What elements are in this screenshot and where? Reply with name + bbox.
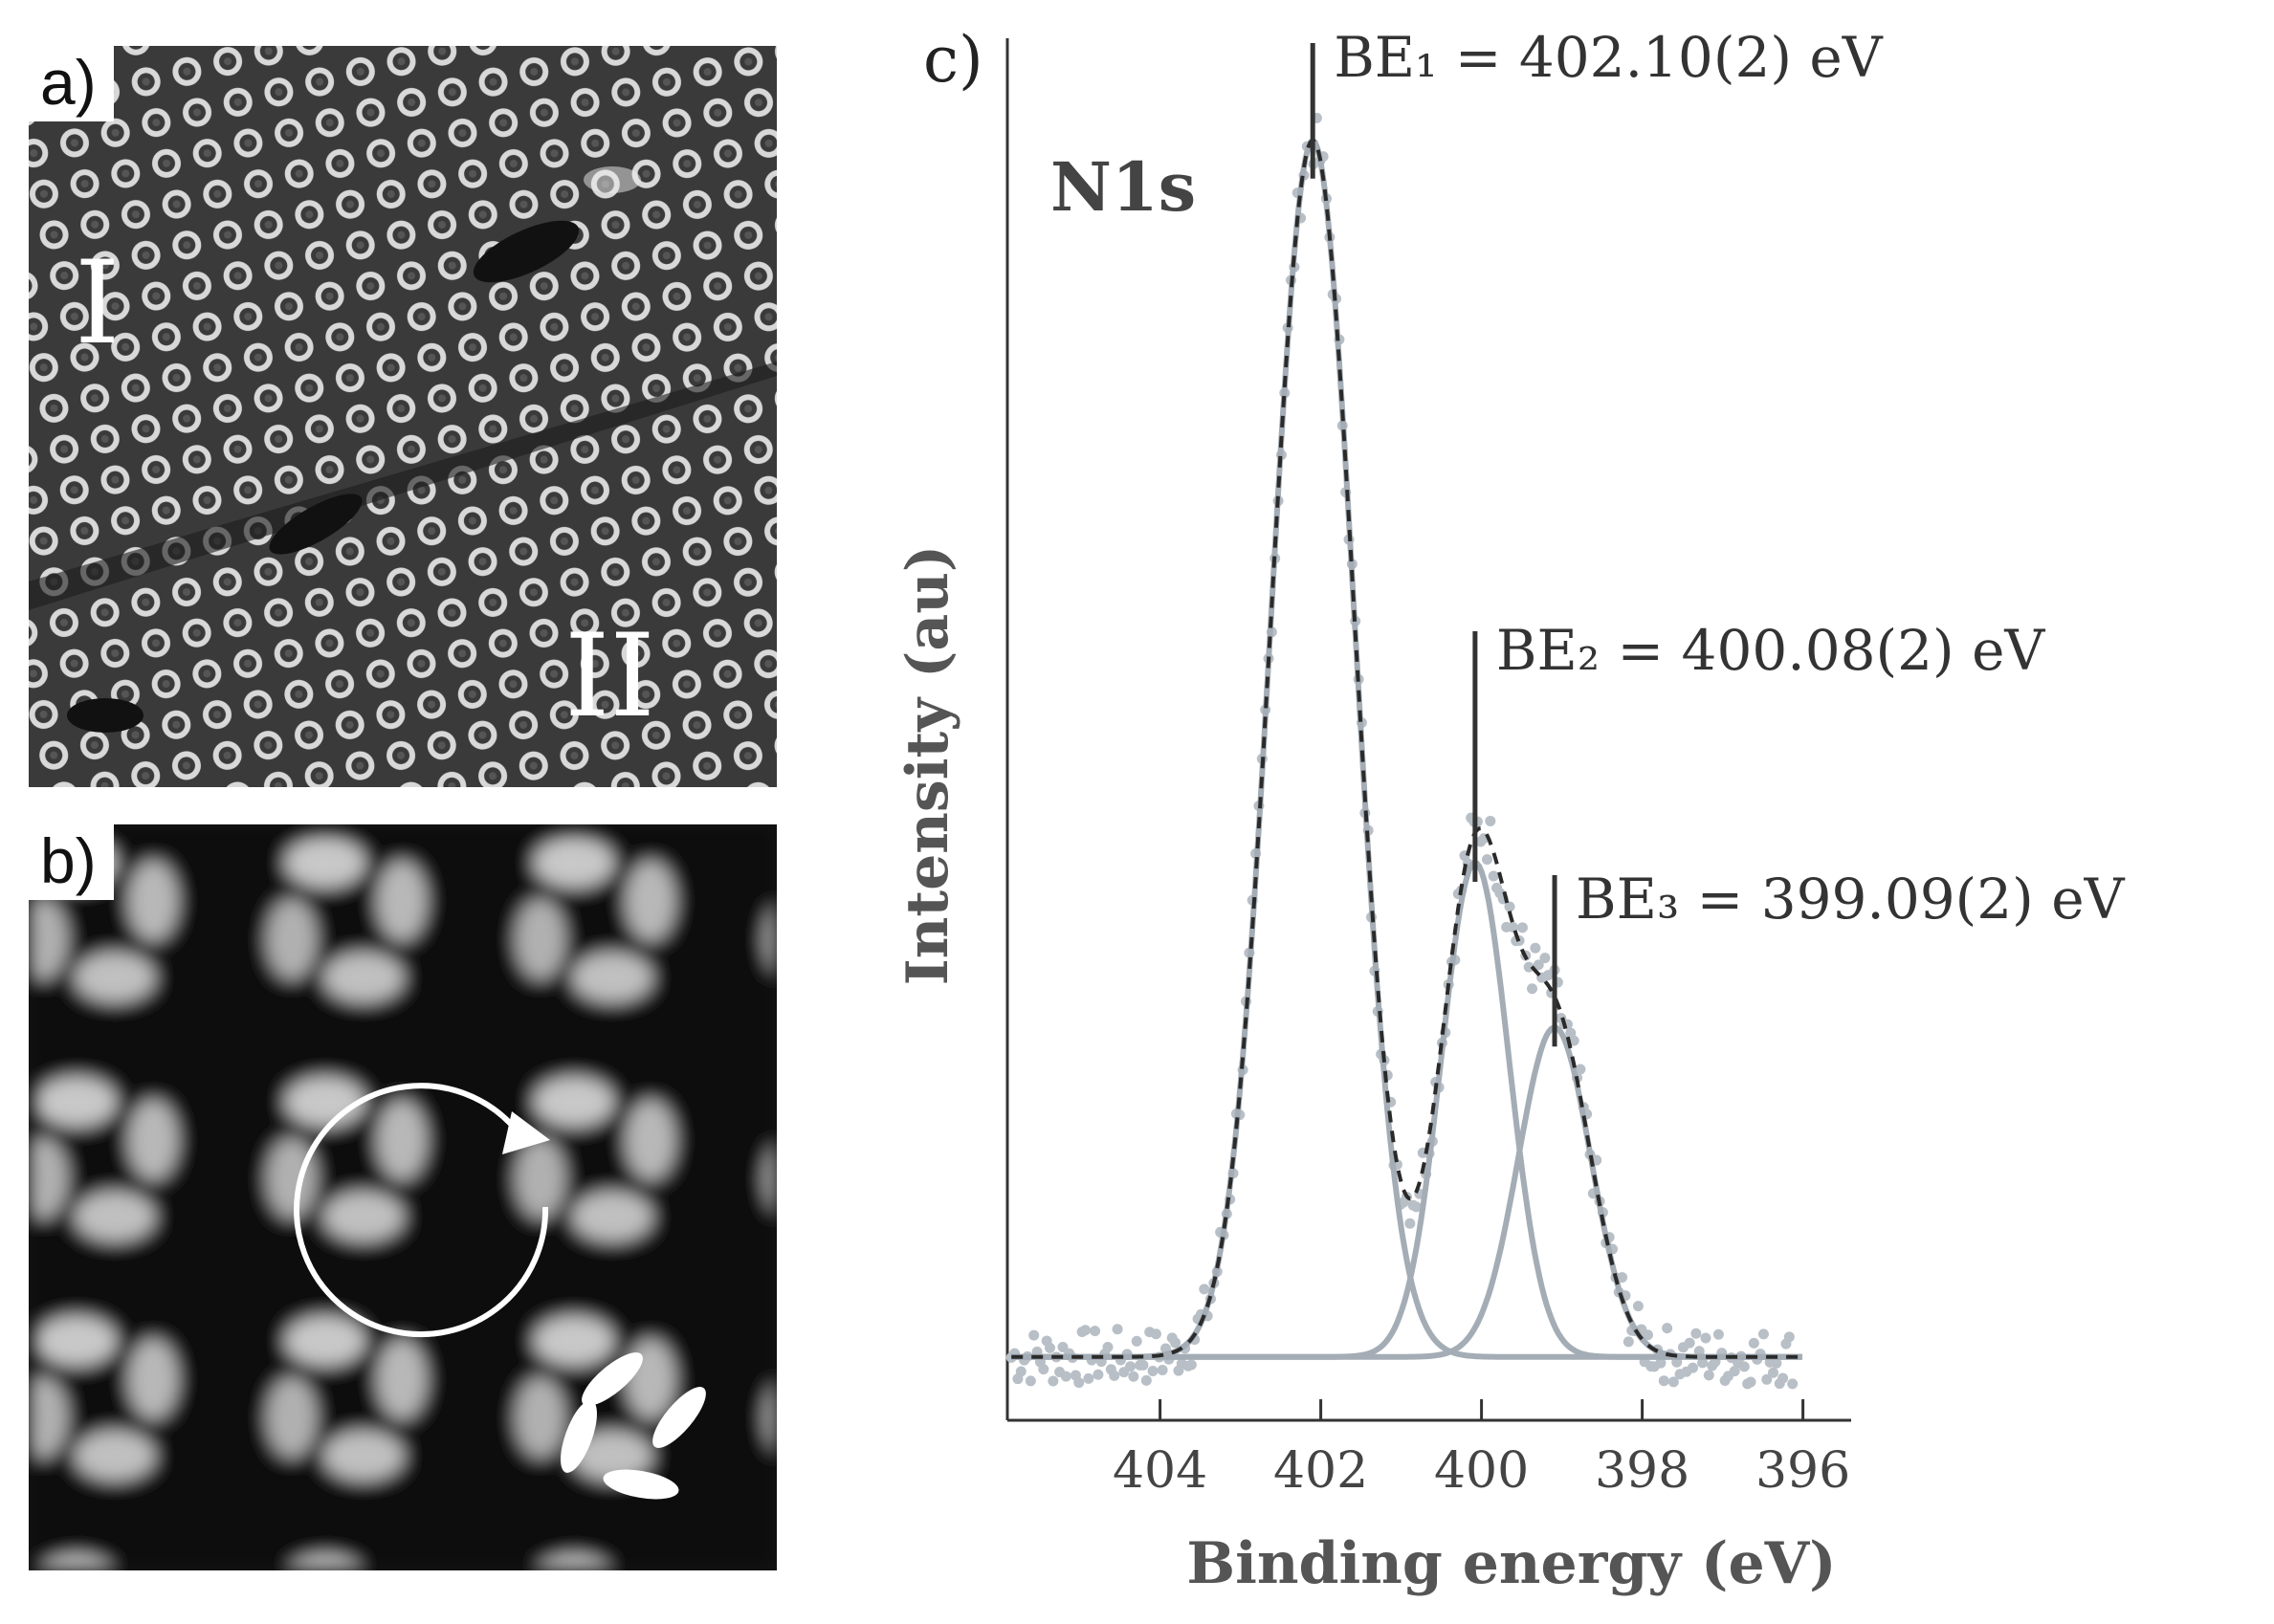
data-point bbox=[1787, 1378, 1799, 1390]
data-point bbox=[1527, 983, 1538, 995]
data-point bbox=[1150, 1328, 1161, 1340]
stm-lattice-image-a bbox=[29, 46, 777, 787]
panel-b-label: b) bbox=[29, 824, 114, 900]
x-axis-label: Binding energy (eV) bbox=[1186, 1530, 1836, 1597]
data-point bbox=[1533, 959, 1544, 971]
data-point bbox=[1140, 1374, 1152, 1386]
data-point bbox=[1745, 1376, 1756, 1388]
data-point bbox=[1690, 1328, 1702, 1339]
data-point bbox=[1481, 854, 1492, 866]
data-point bbox=[1523, 961, 1534, 973]
data-point bbox=[1083, 1372, 1094, 1384]
data-point bbox=[1530, 942, 1541, 954]
data-point bbox=[1157, 1365, 1168, 1376]
peak-label-3: BE₃ = 399.09(2) eV bbox=[1576, 867, 2126, 932]
data-point bbox=[1642, 1329, 1653, 1341]
data-point bbox=[1693, 1346, 1705, 1357]
peak-label-1: BE₁ = 402.10(2) eV bbox=[1334, 25, 1884, 90]
region-label-ii: II bbox=[564, 610, 655, 743]
data-point bbox=[1102, 1341, 1114, 1352]
four-lobe-schematic-icon bbox=[561, 1352, 706, 1500]
data-point bbox=[1488, 870, 1499, 882]
data-point bbox=[1688, 1362, 1699, 1373]
y-axis-label: Intensity (au) bbox=[894, 545, 961, 986]
data-point bbox=[1748, 1337, 1759, 1349]
data-point bbox=[1199, 1284, 1210, 1295]
stm-image-panel-a: a) I II bbox=[29, 46, 777, 787]
data-point bbox=[1131, 1335, 1142, 1347]
data-point bbox=[1048, 1375, 1059, 1387]
data-point bbox=[1060, 1371, 1071, 1382]
xps-chart-svg: c) N1s Intensity (au) Binding energy (eV… bbox=[894, 23, 2126, 1597]
data-point bbox=[1783, 1331, 1795, 1343]
data-point bbox=[1093, 1369, 1104, 1380]
data-point bbox=[1568, 1035, 1579, 1046]
data-point bbox=[1073, 1377, 1085, 1389]
data-point bbox=[1170, 1337, 1181, 1349]
data-point bbox=[1623, 1336, 1634, 1348]
stm-molecule-image-b bbox=[29, 824, 777, 1570]
data-point bbox=[1028, 1329, 1040, 1341]
data-point bbox=[1112, 1324, 1123, 1335]
data-point bbox=[1712, 1328, 1724, 1340]
data-point bbox=[1757, 1328, 1769, 1340]
component-fit-1 bbox=[1011, 136, 1802, 1360]
data-point bbox=[1504, 901, 1515, 912]
data-point bbox=[1658, 1375, 1669, 1387]
data-point bbox=[1485, 815, 1496, 826]
data-point bbox=[1411, 1201, 1423, 1213]
component-fit-2 bbox=[1011, 859, 1802, 1360]
data-point bbox=[1703, 1370, 1714, 1381]
data-point bbox=[1684, 1337, 1695, 1349]
data-point bbox=[1404, 1218, 1416, 1229]
data-point bbox=[1185, 1359, 1197, 1371]
data-point bbox=[1662, 1323, 1673, 1334]
data-point bbox=[1761, 1373, 1773, 1385]
panel-a-label: a) bbox=[29, 46, 114, 121]
data-point bbox=[1516, 922, 1528, 933]
data-point bbox=[1125, 1361, 1137, 1372]
data-point bbox=[1147, 1365, 1159, 1376]
x-tick-label-400: 400 bbox=[1434, 1442, 1529, 1500]
data-point bbox=[1109, 1370, 1120, 1381]
x-tick-label-402: 402 bbox=[1273, 1442, 1368, 1500]
data-point bbox=[1038, 1364, 1049, 1375]
data-point bbox=[1057, 1341, 1069, 1352]
data-point bbox=[1655, 1357, 1667, 1369]
data-point bbox=[1015, 1366, 1027, 1377]
xps-chart: c) N1s Intensity (au) Binding energy (eV… bbox=[804, 0, 2274, 1620]
data-point bbox=[1539, 953, 1551, 964]
data-point bbox=[1507, 921, 1518, 933]
envelope-fit-line bbox=[1011, 139, 1802, 1359]
data-point bbox=[1738, 1361, 1750, 1372]
data-point bbox=[1045, 1342, 1056, 1353]
data-point bbox=[1632, 1301, 1644, 1312]
data-point bbox=[1729, 1366, 1740, 1377]
data-point bbox=[1700, 1332, 1711, 1344]
data-point bbox=[1025, 1375, 1036, 1387]
data-point bbox=[1090, 1326, 1101, 1337]
peak-label-2: BE₂ = 400.08(2) eV bbox=[1496, 618, 2046, 683]
data-point bbox=[1667, 1376, 1679, 1388]
data-point bbox=[1617, 1272, 1628, 1284]
region-label-i: I bbox=[75, 237, 121, 370]
chart-title: N1s bbox=[1050, 147, 1196, 227]
data-point bbox=[1128, 1371, 1139, 1382]
data-point bbox=[1768, 1367, 1779, 1378]
data-point bbox=[1777, 1372, 1789, 1384]
stm-image-panel-b: b) bbox=[29, 824, 777, 1570]
data-point bbox=[1771, 1357, 1782, 1369]
x-tick-label-398: 398 bbox=[1595, 1442, 1689, 1500]
data-point bbox=[1079, 1325, 1091, 1336]
data-point bbox=[1137, 1359, 1149, 1371]
x-tick-label-404: 404 bbox=[1113, 1442, 1207, 1500]
data-point bbox=[1575, 1064, 1586, 1075]
data-point bbox=[1697, 1357, 1709, 1369]
panel-c-label: c) bbox=[923, 23, 983, 97]
x-tick-label-396: 396 bbox=[1755, 1442, 1850, 1500]
